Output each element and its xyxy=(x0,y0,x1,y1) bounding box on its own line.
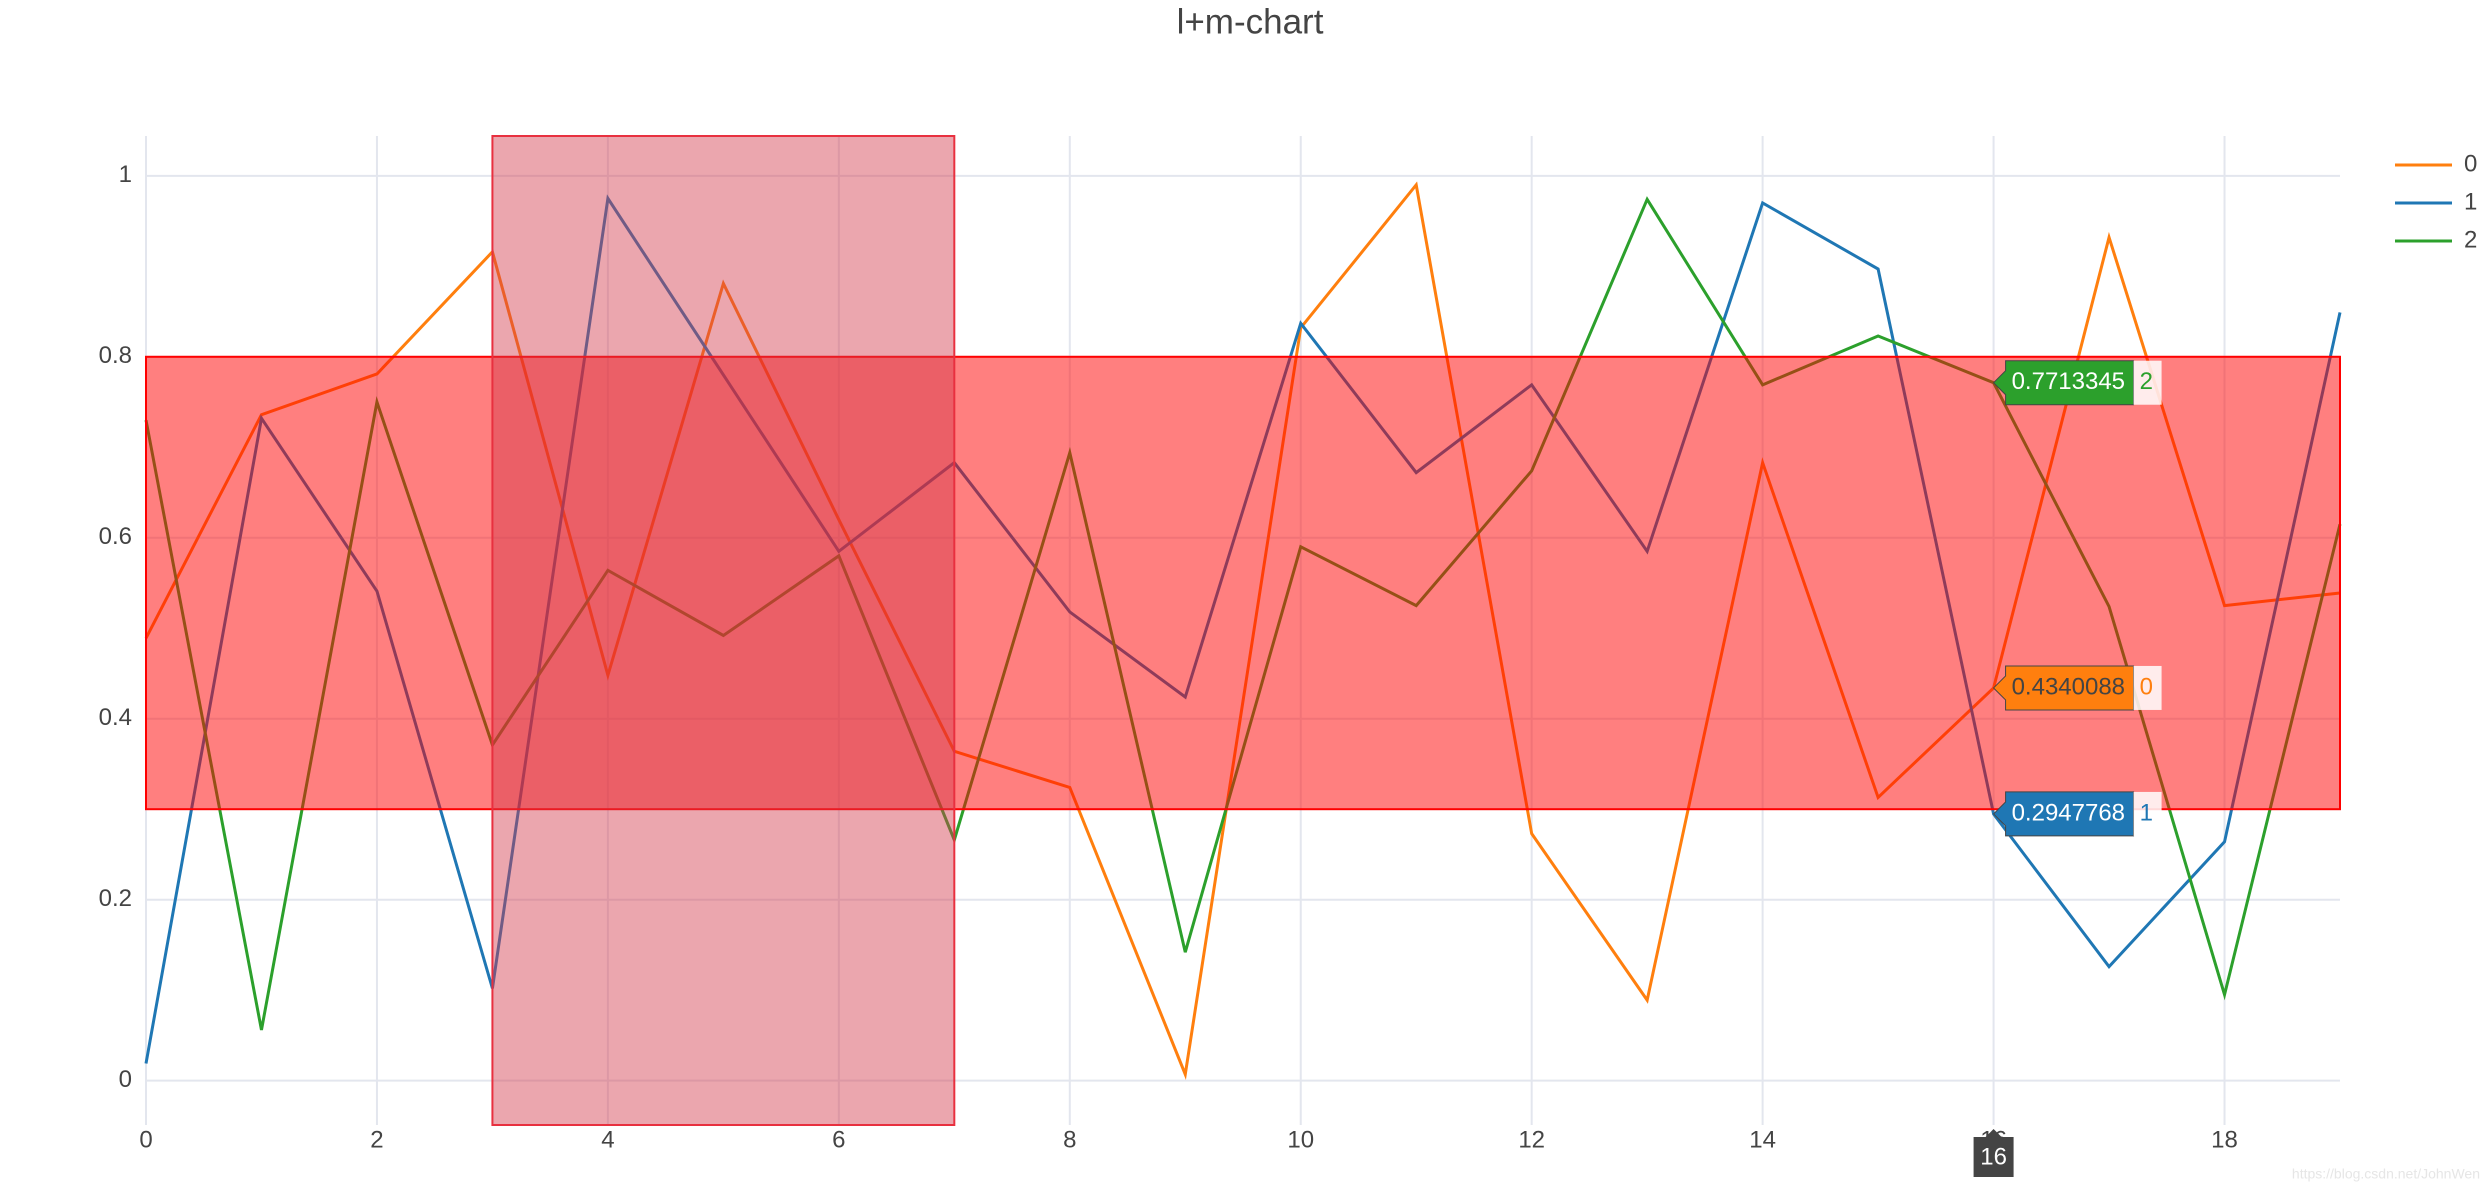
x-tick-label: 18 xyxy=(2211,1126,2238,1153)
hover-x-box xyxy=(1973,1129,2014,1177)
watermark: https://blog.csdn.net/JohnWen xyxy=(2292,1166,2480,1182)
hover-name: 1 xyxy=(2140,799,2153,826)
x-tick-label: 4 xyxy=(601,1126,614,1153)
x-tick-label: 14 xyxy=(1749,1126,1776,1153)
shape-rect xyxy=(491,135,956,1126)
x-tick-label: 8 xyxy=(1063,1126,1076,1153)
chart-title: l+m-chart xyxy=(1177,2,1324,41)
hover-label: 0.2947768 1 xyxy=(1992,791,2162,837)
y-tick-label: 0.8 xyxy=(99,342,132,369)
x-tick-label: 12 xyxy=(1518,1126,1545,1153)
x-tick-label: 2 xyxy=(370,1126,383,1153)
hover-value: 0.7713345 xyxy=(2012,368,2125,395)
hover-label: 0.7713345 2 xyxy=(1992,360,2162,406)
y-tick-label: 0.2 xyxy=(99,885,132,912)
legend-label: 0 xyxy=(2464,150,2477,177)
hover-value: 0.4340088 xyxy=(2012,673,2125,700)
hover-name: 0 xyxy=(2140,673,2153,700)
x-tick-label: 6 xyxy=(832,1126,845,1153)
hover-name-box xyxy=(2133,665,2162,710)
shape-rect xyxy=(145,355,2341,811)
x-tick-label: 0 xyxy=(139,1126,152,1153)
x-tick-label: 10 xyxy=(1287,1126,1314,1153)
hover-x-value: 16 xyxy=(1980,1143,2007,1170)
y-tick-label: 0.4 xyxy=(99,704,132,731)
hover-x-label: 16 xyxy=(1973,1129,2014,1177)
hover-label: 0.4340088 0 xyxy=(1992,665,2162,711)
hover-value: 0.2947768 xyxy=(2012,799,2125,826)
hover-name: 2 xyxy=(2140,368,2153,395)
legend-label: 2 xyxy=(2464,226,2477,253)
y-tick-label: 0 xyxy=(119,1066,132,1093)
hover-name-box xyxy=(2133,360,2162,405)
y-tick-label: 1 xyxy=(119,161,132,188)
hover-name-box xyxy=(2133,791,2162,836)
legend-label: 1 xyxy=(2464,188,2477,215)
y-tick-label: 0.6 xyxy=(99,523,132,550)
